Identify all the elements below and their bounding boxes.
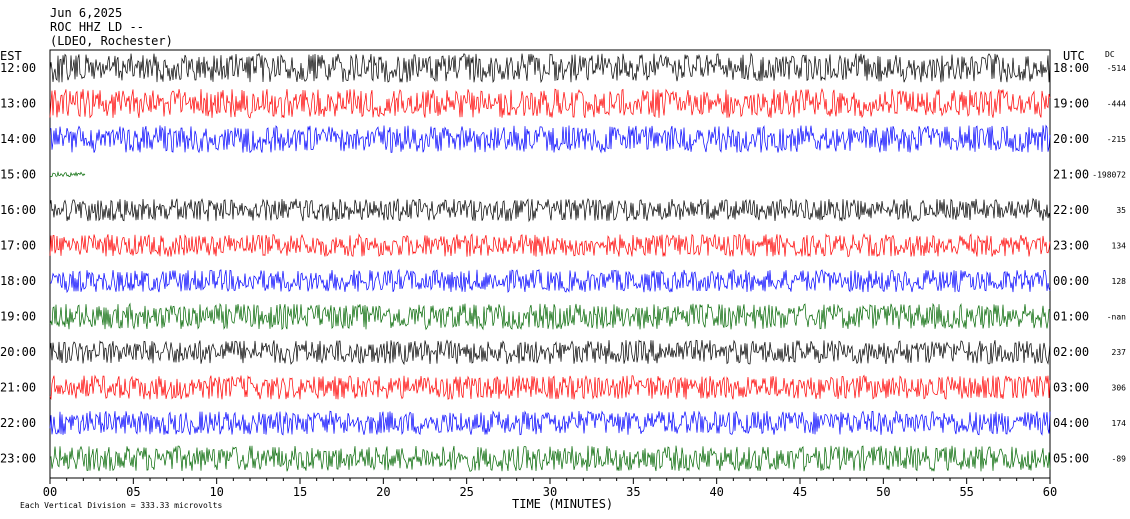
dc-value-1700: 134 xyxy=(1112,242,1127,251)
header-block: Jun 6,2025 ROC HHZ LD -- (LDEO, Rocheste… xyxy=(50,6,173,48)
utc-label-0300: 03:00 xyxy=(1053,381,1089,395)
x-tick-label-40: 40 xyxy=(709,485,723,499)
utc-label-2100: 21:00 xyxy=(1053,168,1089,182)
dc-header-label: DC xyxy=(1105,50,1115,59)
x-axis: 00 05 10 15 20 25 30 35 40 45 50 55 60 xyxy=(43,478,1057,499)
est-label-1300: 13:00 xyxy=(0,97,36,111)
utc-label-0400: 04:00 xyxy=(1053,416,1089,430)
dc-value-1900: -nan xyxy=(1107,313,1126,322)
est-label-2100: 21:00 xyxy=(0,381,36,395)
dc-value-2100: 306 xyxy=(1112,384,1127,393)
x-tick-label-15: 15 xyxy=(293,485,307,499)
utc-label-2000: 20:00 xyxy=(1053,132,1089,146)
utc-label-2200: 22:00 xyxy=(1053,203,1089,217)
x-tick-label-20: 20 xyxy=(376,485,390,499)
station-location: (LDEO, Rochester) xyxy=(50,34,173,48)
trace-1500 xyxy=(49,170,86,178)
est-label-1700: 17:00 xyxy=(0,239,36,253)
x-tick-label-55: 55 xyxy=(959,485,973,499)
left-timezone-label: EST xyxy=(0,49,22,63)
station-code: ROC HHZ LD -- xyxy=(50,20,144,34)
est-label-1400: 14:00 xyxy=(0,132,36,146)
utc-label-0000: 00:00 xyxy=(1053,274,1089,288)
dc-value-1300: -444 xyxy=(1107,100,1126,109)
trace-1400 xyxy=(49,124,1051,154)
dc-value-2200: 174 xyxy=(1112,419,1127,428)
x-tick-label-25: 25 xyxy=(459,485,473,499)
trace-1900 xyxy=(49,302,1051,331)
trace-layer xyxy=(49,52,1051,472)
dc-value-2300: -89 xyxy=(1112,455,1127,464)
est-label-1200: 12:00 xyxy=(0,61,36,75)
trace-2000 xyxy=(49,339,1051,366)
x-tick-label-50: 50 xyxy=(876,485,890,499)
x-tick-label-60: 60 xyxy=(1043,485,1057,499)
dc-value-1400: -215 xyxy=(1107,135,1126,144)
est-label-1800: 18:00 xyxy=(0,274,36,288)
trace-1200 xyxy=(49,52,1051,84)
trace-1800 xyxy=(49,268,1051,294)
est-label-2300: 23:00 xyxy=(0,452,36,466)
x-axis-title: TIME (MINUTES) xyxy=(512,497,613,511)
utc-label-0100: 01:00 xyxy=(1053,310,1089,324)
x-tick-label-00: 00 xyxy=(43,485,57,499)
record-date: Jun 6,2025 xyxy=(50,6,122,20)
est-label-1500: 15:00 xyxy=(0,168,36,182)
dc-value-1200: -514 xyxy=(1107,64,1126,73)
utc-label-0200: 02:00 xyxy=(1053,345,1089,359)
dc-value-1800: 128 xyxy=(1112,277,1127,286)
row-label-layer: 12:00 18:00 -514 13:00 19:00 -444 14:00 20:00 -2… xyxy=(0,61,1126,466)
est-label-2200: 22:00 xyxy=(0,416,36,430)
right-timezone-label: UTC xyxy=(1063,49,1085,63)
trace-2100 xyxy=(49,374,1051,400)
x-tick-label-30: 30 xyxy=(543,485,557,499)
trace-1300 xyxy=(49,88,1051,119)
utc-label-1800: 18:00 xyxy=(1053,61,1089,75)
trace-2300 xyxy=(49,445,1051,472)
est-label-2000: 20:00 xyxy=(0,345,36,359)
trace-2200 xyxy=(49,410,1051,436)
est-label-1900: 19:00 xyxy=(0,310,36,324)
x-tick-label-35: 35 xyxy=(626,485,640,499)
trace-1700 xyxy=(49,233,1051,258)
scale-footer: Each Vertical Division = 333.33 microvol… xyxy=(20,501,222,510)
utc-label-0500: 05:00 xyxy=(1053,452,1089,466)
x-tick-label-10: 10 xyxy=(209,485,223,499)
dc-value-2000: 237 xyxy=(1112,348,1127,357)
x-tick-label-45: 45 xyxy=(793,485,807,499)
dc-value-1500: -198072 xyxy=(1092,171,1126,180)
utc-label-2300: 23:00 xyxy=(1053,239,1089,253)
est-label-1600: 16:00 xyxy=(0,203,36,217)
x-tick-label-05: 05 xyxy=(126,485,140,499)
utc-label-1900: 19:00 xyxy=(1053,97,1089,111)
dc-value-1600: 35 xyxy=(1116,206,1126,215)
trace-1600 xyxy=(49,197,1051,223)
